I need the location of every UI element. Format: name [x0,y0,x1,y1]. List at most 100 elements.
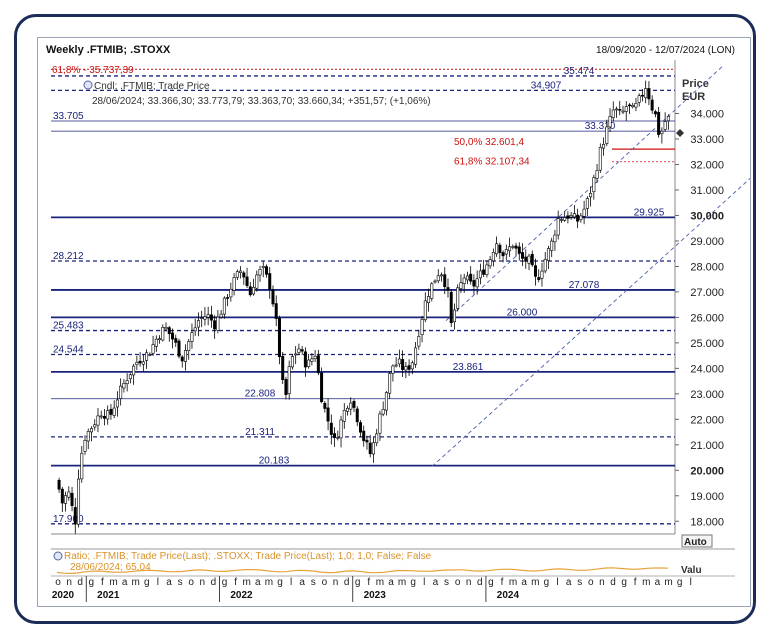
x-month-label: g [410,577,416,588]
y-tick-label: 19.000 [690,491,724,503]
level-label: 33.310 [585,121,616,132]
candle-body [589,193,593,198]
candle-body [93,424,97,428]
x-month-label: o [188,577,194,588]
candle-body [381,408,385,415]
candle-body [559,219,563,221]
candle-body [57,479,61,490]
candle-body [135,362,139,366]
candle-body [339,419,343,439]
x-month-label: m [664,577,672,588]
candle-body [232,277,236,291]
candle-body [180,356,184,362]
x-month-label: g [144,577,150,588]
x-month-label: m [109,577,117,588]
candle-body [585,198,589,209]
y-tick-label: 25.000 [690,338,724,350]
x-month-label: d [77,577,83,588]
y-tick-label: 29.000 [690,236,724,248]
candle-body [637,95,641,103]
level-label: 22.808 [245,389,276,400]
candle-body [524,256,528,262]
candle-body [495,243,499,255]
x-month-label: f [367,577,370,588]
candle-body [543,258,547,272]
candle-body [579,215,583,220]
candle-body [410,362,414,370]
candle-body [89,428,93,433]
level-label: 33.705 [53,111,84,122]
candle-body [323,402,327,409]
y-tick-label: 33.000 [690,134,724,146]
candle-body [653,111,657,115]
candle-body [592,177,596,193]
x-month-label: a [521,577,527,588]
x-month-label: a [433,577,439,588]
ratio-legend-icon[interactable] [53,551,63,561]
candle-body [459,282,463,289]
candle-body [436,275,440,282]
candle-body [501,252,505,257]
candle-body [491,252,495,262]
candle-body [252,287,256,295]
level-label: 20.183 [259,456,290,467]
candle-body [196,320,200,328]
candle-body [595,170,599,179]
candle-body [498,244,502,253]
candle-body [666,116,670,122]
ratio-line [56,567,669,575]
fib-label: 50,0% 32.601,4 [454,137,524,148]
x-month-label: g [621,577,627,588]
candle-body [404,366,408,371]
candle-body [268,273,272,290]
x-month-label: m [642,577,650,588]
candle-body [582,208,586,217]
candle-body [138,360,142,364]
y-tick-label: 32.000 [690,159,724,171]
candle-body [472,280,476,287]
price-chart[interactable]: Weekly .FTMIB; .STOXX 18/09/2020 - 12/07… [38,38,753,606]
x-month-label: m [531,577,539,588]
x-month-label: g [355,577,361,588]
candle-body [209,314,213,321]
candle-body [407,365,411,370]
candle-body [164,326,168,330]
legend-series-icon[interactable] [83,80,93,90]
level-label: 17.900 [53,514,84,525]
candle-body [618,109,622,111]
candle-body [83,440,87,452]
candle-body [660,130,664,135]
candle-body [206,314,210,318]
candle-body [255,274,259,289]
chart-frame: Weekly .FTMIB; .STOXX 18/09/2020 - 12/07… [14,14,756,624]
candle-body [125,380,129,385]
websim-logo: websim [337,617,455,621]
x-month-label: d [610,577,616,588]
x-month-label: g [488,577,494,588]
candle-body [627,104,631,107]
chart-title: Weekly .FTMIB; .STOXX [46,44,171,56]
candle-body [346,407,350,412]
ratio-panel: Ratio; .FTMIB; Trade Price(Last); .STOXX… [53,551,702,576]
level-label: 27.078 [569,280,600,291]
candle-body [657,111,661,135]
candle-body [365,439,369,443]
series-legend: Cndl; .FTMIB; Trade Price 28/06/2024; 33… [83,80,431,107]
x-month-label: f [234,577,237,588]
candle-body [86,431,90,442]
candle-body [485,264,489,275]
candle-body [213,320,217,330]
candle-body [119,385,123,399]
candle-body [73,507,77,525]
candle-body [644,88,648,98]
candle-body [203,316,207,320]
candle-body [384,392,388,411]
y-tick-label: 31.000 [690,185,724,197]
x-month-label: n [466,577,472,588]
auto-scale-button[interactable] [681,534,713,548]
candle-body [349,402,353,410]
candle-body [537,277,541,280]
x-month-label: m [243,577,251,588]
x-month-label: g [544,577,550,588]
